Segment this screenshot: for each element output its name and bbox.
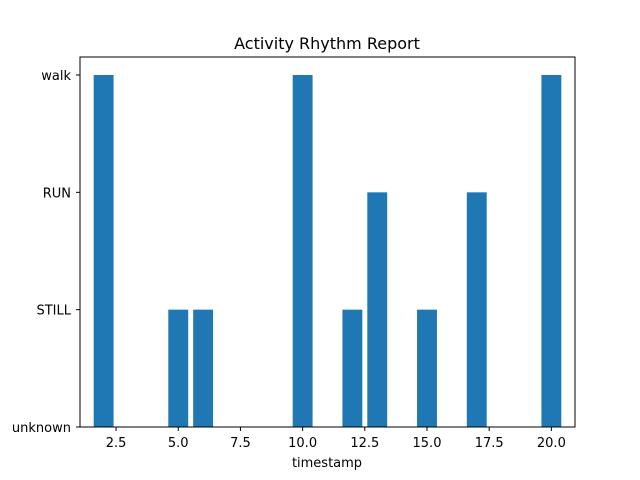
bars-group [93, 75, 562, 427]
bar [541, 75, 562, 427]
x-tick-label: 10.0 [288, 436, 317, 451]
bar [193, 309, 214, 427]
chart-title: Activity Rhythm Report [234, 34, 420, 53]
x-tick-label: 15.0 [413, 436, 442, 451]
x-tick-label: 12.5 [350, 436, 379, 451]
bar [417, 309, 437, 427]
bar [342, 309, 363, 427]
x-tick-label: 17.5 [475, 436, 504, 451]
bar [292, 75, 313, 427]
y-tick-label: RUN [43, 186, 71, 201]
y-tick-label: walk [41, 69, 71, 84]
bar [466, 192, 487, 427]
x-tick-label: 7.5 [230, 436, 251, 451]
plot-frame [79, 56, 576, 428]
x-axis-label: timestamp [292, 456, 362, 471]
x-tick-label: 5.0 [168, 436, 189, 451]
y-tick-label: STILL [36, 304, 71, 319]
bar [168, 309, 189, 427]
x-axis-ticks: 2.5 5.0 7.5 10.0 12.5 15.0 17.5 20.0 [106, 427, 566, 451]
x-tick-label: 20.0 [537, 436, 566, 451]
bar [93, 75, 114, 427]
y-axis-ticks: unknown STILL RUN walk [12, 69, 80, 436]
x-tick-label: 2.5 [106, 436, 127, 451]
bar [367, 192, 388, 427]
y-tick-label: unknown [12, 421, 71, 436]
